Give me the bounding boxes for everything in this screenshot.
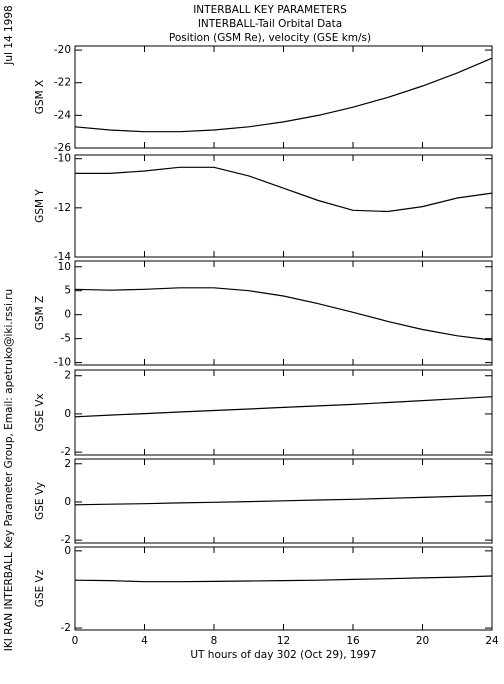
y-tick-label: -2 xyxy=(61,622,71,634)
y-tick-label: 2 xyxy=(64,370,71,382)
x-axis-label: UT hours of day 302 (Oct 29), 1997 xyxy=(190,649,376,661)
data-line xyxy=(74,396,493,418)
y-tick-label: -12 xyxy=(54,202,71,214)
y-tick-label: 5 xyxy=(64,285,71,297)
x-tick-label: 0 xyxy=(72,635,79,647)
x-tick-label: 20 xyxy=(416,635,429,647)
y-tick-label: -2 xyxy=(61,534,71,546)
x-tick-label: 16 xyxy=(346,635,360,647)
y-tick-label: -26 xyxy=(54,142,71,154)
x-tick-label: 12 xyxy=(277,635,290,647)
y-tick-label: 0 xyxy=(64,545,71,557)
y-tick-label: 0 xyxy=(64,496,71,508)
y-tick-label: 0 xyxy=(64,309,71,321)
title-line: Position (GSM Re), velocity (GSE km/s) xyxy=(169,32,371,44)
x-tick-label: 24 xyxy=(485,635,499,647)
y-tick-label: -20 xyxy=(54,44,71,56)
x-tick-label: 4 xyxy=(141,635,148,647)
credit: IKI RAN INTERBALL Key Parameter Group, E… xyxy=(3,289,15,651)
data-line xyxy=(75,166,493,213)
y-axis-label: GSE Vy xyxy=(34,482,46,520)
y-tick-label: -10 xyxy=(54,357,71,369)
data-line xyxy=(74,287,493,341)
y-tick-label: 0 xyxy=(64,408,71,420)
data-line xyxy=(74,575,493,583)
data-line xyxy=(74,494,493,506)
y-axis-label: GSM Z xyxy=(34,296,46,330)
y-tick-label: -5 xyxy=(61,333,71,345)
y-tick-label: -14 xyxy=(54,251,71,263)
y-tick-label: -10 xyxy=(54,153,71,165)
x-tick-label: 8 xyxy=(211,635,218,647)
y-axis-label: GSE Vz xyxy=(34,569,46,607)
date-stamp: Jul 14 1998 xyxy=(3,5,15,65)
title-line: INTERBALL KEY PARAMETERS xyxy=(193,4,347,16)
y-tick-label: -22 xyxy=(54,77,71,89)
title-line: INTERBALL-Tail Orbital Data xyxy=(198,18,342,30)
y-tick-label: 10 xyxy=(58,261,71,273)
y-tick-label: -2 xyxy=(61,446,71,458)
y-tick-label: -24 xyxy=(54,109,71,121)
y-axis-label: GSE Vx xyxy=(34,393,46,431)
y-axis-label: GSM X xyxy=(34,80,46,114)
y-tick-label: 2 xyxy=(64,458,71,470)
data-line xyxy=(74,57,493,133)
y-axis-label: GSM Y xyxy=(34,189,46,223)
